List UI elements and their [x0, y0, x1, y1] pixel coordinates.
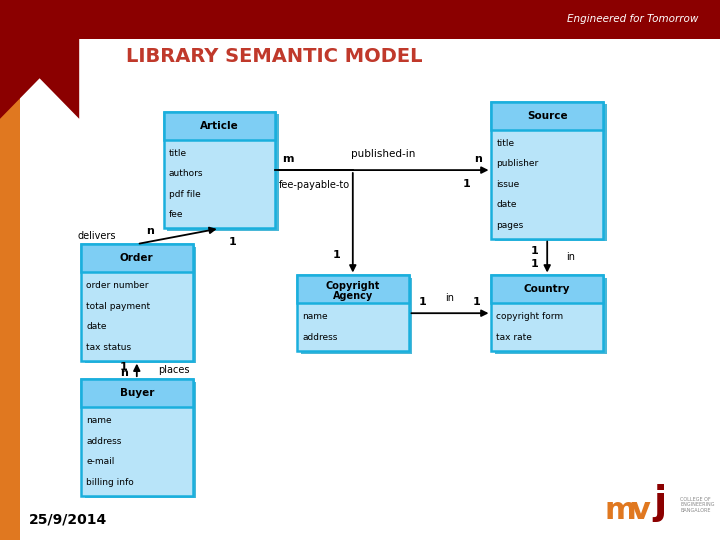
Text: Copyright: Copyright	[325, 281, 380, 291]
Text: Country: Country	[524, 285, 570, 294]
FancyBboxPatch shape	[491, 102, 603, 130]
FancyBboxPatch shape	[81, 379, 193, 407]
Text: 1: 1	[473, 298, 481, 307]
FancyBboxPatch shape	[491, 275, 603, 303]
Text: COLLEGE OF
ENGINEERING
BANGALORE: COLLEGE OF ENGINEERING BANGALORE	[680, 497, 715, 513]
Polygon shape	[0, 0, 79, 119]
Text: pdf file: pdf file	[168, 190, 201, 199]
FancyBboxPatch shape	[495, 104, 606, 241]
FancyBboxPatch shape	[81, 244, 193, 272]
Text: n: n	[474, 154, 482, 164]
Text: Engineered for Tomorrow: Engineered for Tomorrow	[567, 15, 698, 24]
FancyBboxPatch shape	[167, 114, 279, 231]
Text: Article: Article	[200, 121, 239, 131]
Text: 1: 1	[419, 298, 427, 307]
Text: 1: 1	[229, 237, 236, 247]
Text: Buyer: Buyer	[120, 388, 154, 398]
Text: publisher: publisher	[497, 159, 539, 168]
Text: fee-payable-to: fee-payable-to	[279, 180, 350, 190]
Text: fee: fee	[168, 211, 184, 219]
Text: published-in: published-in	[351, 149, 415, 159]
Bar	[0, 0, 720, 39]
Bar	[0, 39, 20, 540]
Text: address: address	[86, 437, 122, 445]
FancyBboxPatch shape	[495, 278, 606, 354]
FancyBboxPatch shape	[81, 379, 193, 496]
Text: 1: 1	[462, 179, 470, 188]
Text: title: title	[497, 139, 515, 147]
Text: v: v	[631, 496, 651, 525]
Text: m: m	[605, 496, 636, 525]
Text: in: in	[446, 293, 454, 303]
Text: tax rate: tax rate	[497, 333, 532, 342]
Text: 1: 1	[333, 250, 341, 260]
Text: date: date	[497, 200, 517, 209]
FancyBboxPatch shape	[297, 275, 409, 303]
Text: LIBRARY SEMANTIC MODEL: LIBRARY SEMANTIC MODEL	[126, 47, 423, 66]
FancyBboxPatch shape	[301, 278, 412, 354]
Text: m: m	[283, 154, 294, 164]
Text: Order: Order	[120, 253, 153, 263]
Text: 1: 1	[531, 246, 538, 255]
Text: authors: authors	[168, 170, 203, 178]
Text: issue: issue	[497, 180, 520, 188]
Text: order number: order number	[86, 281, 148, 290]
Text: Source: Source	[527, 111, 567, 120]
Text: j: j	[654, 484, 667, 522]
Text: Agency: Agency	[333, 291, 373, 301]
Text: copyright form: copyright form	[497, 313, 564, 321]
Text: pages: pages	[497, 221, 523, 230]
Text: address: address	[302, 333, 338, 342]
Text: 1: 1	[120, 362, 127, 372]
Text: tax status: tax status	[86, 343, 131, 352]
FancyBboxPatch shape	[297, 275, 409, 351]
Text: total payment: total payment	[86, 302, 150, 310]
Text: 1: 1	[531, 259, 538, 268]
Text: name: name	[86, 416, 112, 425]
FancyBboxPatch shape	[85, 382, 196, 498]
FancyBboxPatch shape	[491, 275, 603, 351]
Text: places: places	[158, 365, 190, 375]
FancyBboxPatch shape	[491, 102, 603, 239]
Text: in: in	[566, 252, 575, 262]
FancyBboxPatch shape	[163, 112, 275, 140]
Text: name: name	[302, 313, 328, 321]
Text: date: date	[86, 322, 107, 331]
Text: e-mail: e-mail	[86, 457, 114, 466]
Text: n: n	[120, 368, 127, 377]
Text: title: title	[168, 149, 187, 158]
FancyBboxPatch shape	[163, 112, 275, 228]
Text: 25/9/2014: 25/9/2014	[29, 512, 107, 526]
Text: billing info: billing info	[86, 478, 134, 487]
FancyBboxPatch shape	[85, 247, 196, 363]
Text: n: n	[146, 226, 153, 235]
Text: delivers: delivers	[78, 231, 117, 241]
FancyBboxPatch shape	[81, 244, 193, 361]
